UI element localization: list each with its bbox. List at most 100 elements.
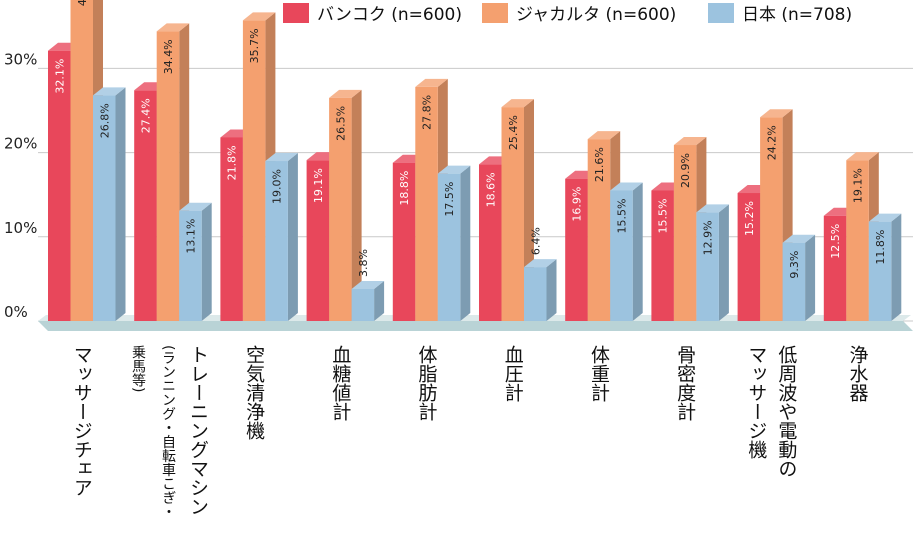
bar-front (156, 31, 180, 322)
bar-top (782, 234, 816, 243)
bar-side (115, 87, 126, 322)
bar-front (48, 50, 71, 322)
bar-value-label: 20.9% (679, 153, 692, 188)
legend-swatch (708, 3, 734, 23)
bar-front (696, 212, 719, 321)
category-label: トレーニングマシン (187, 345, 209, 516)
bar-value-label: 15.5% (657, 198, 670, 233)
category-label: 低周波や電動の (775, 345, 797, 478)
legend-swatch (482, 3, 508, 23)
bar-value-label: 18.8% (398, 171, 411, 206)
bar-value-label: 16.9% (570, 187, 583, 222)
category-label: (ランニング・自転車こぎ・ (160, 345, 176, 518)
bar-side (546, 259, 557, 321)
bar (329, 89, 362, 322)
bar-top (265, 153, 298, 162)
bar-front (306, 160, 330, 321)
bar-front (351, 289, 375, 321)
legend-label: バンコク (n=600) (317, 5, 462, 25)
bar-value-label: 27.8% (421, 95, 434, 130)
bar-value-label: 15.5% (615, 198, 628, 233)
bar-front (437, 173, 461, 321)
legend-item: 日本 (n=708) (708, 3, 852, 25)
bar-front (673, 145, 697, 321)
bar-value-label: 26.5% (334, 106, 347, 141)
bar-value-label: 26.8% (98, 103, 111, 138)
bar-value-label: 19.1% (852, 168, 865, 203)
bar-front (760, 117, 783, 322)
bar-front (415, 86, 438, 321)
bar-value-label: 21.8% (226, 145, 239, 180)
bar-value-label: 9.3% (788, 251, 801, 279)
legend-item: ジャカルタ (n=600) (482, 3, 676, 25)
bar-value-label: 19.1% (312, 168, 325, 203)
bar-front (501, 107, 524, 321)
bar-top (329, 89, 362, 98)
bar-top (351, 281, 385, 290)
bar-top (156, 23, 190, 32)
category-label: 乗馬等) (130, 345, 146, 392)
floor-plane (38, 321, 913, 331)
bar (524, 259, 557, 321)
bar-front (782, 242, 806, 321)
bar-value-label: 25.4% (507, 115, 520, 150)
bar (437, 165, 471, 321)
bar (179, 202, 212, 321)
bar-value-label: 13.1% (184, 219, 197, 254)
bar-top (868, 213, 902, 222)
bars-layer: 32.1% 42.5% 26.8% 27.4% 34.4% 13.1% 21.8% 35.7%… (48, 0, 902, 322)
bar-top (760, 109, 793, 118)
bar-front (93, 95, 116, 322)
bar-value-label: 18.6% (484, 172, 497, 207)
bar-front (70, 0, 93, 322)
bar (868, 213, 902, 321)
bar (93, 87, 126, 322)
category-label: 空気清浄機 (243, 345, 265, 440)
bar-top (696, 204, 729, 213)
y-tick-label: 30% (4, 50, 37, 68)
bar-front (610, 190, 633, 321)
legend-item: バンコク (n=600) (283, 3, 462, 25)
bar-top (673, 137, 707, 146)
category-label: マッサージ機 (745, 345, 767, 459)
bar-side (805, 234, 816, 321)
y-tick-label: 0% (4, 303, 28, 321)
bar-side (287, 153, 298, 321)
y-tick-label: 20% (4, 135, 37, 153)
bar-front (134, 90, 157, 322)
bar (351, 281, 385, 321)
category-label: 血糖値計 (329, 345, 351, 421)
bar-top (587, 131, 621, 140)
bar-value-label: 21.6% (593, 147, 606, 182)
category-label: マッサージチェア (71, 345, 93, 497)
bar-front (220, 137, 243, 321)
bar-value-label: 3.8% (357, 249, 370, 277)
bar-front (846, 160, 869, 321)
y-tick-label: 10% (4, 219, 37, 237)
bar-value-label: 19.0% (271, 169, 284, 204)
bar (782, 234, 816, 321)
bar-value-label: 35.7% (248, 28, 261, 63)
y-axis-ticks: 0%10%20%30%40%50% (4, 50, 37, 321)
bar-value-label: 27.4% (139, 98, 152, 133)
bar-top (93, 87, 126, 96)
bar-front (868, 221, 892, 321)
legend-swatch (283, 3, 309, 23)
bar-front (823, 215, 847, 321)
bar-side (460, 165, 471, 321)
bar-value-label: 32.1% (53, 59, 66, 94)
bar-side (632, 182, 643, 321)
bar-top (415, 78, 448, 87)
bar-side (201, 202, 212, 321)
category-label: 骨密度計 (674, 345, 696, 421)
bar-top (242, 12, 276, 21)
bar-front (265, 161, 288, 321)
bar-front (524, 267, 547, 321)
bar-top (524, 259, 557, 268)
bar-front (587, 139, 611, 321)
bar-value-label: 17.5% (443, 182, 456, 217)
bar-value-label: 34.4% (162, 39, 175, 74)
category-label: 体脂肪計 (416, 345, 438, 421)
bar-front (651, 190, 674, 321)
